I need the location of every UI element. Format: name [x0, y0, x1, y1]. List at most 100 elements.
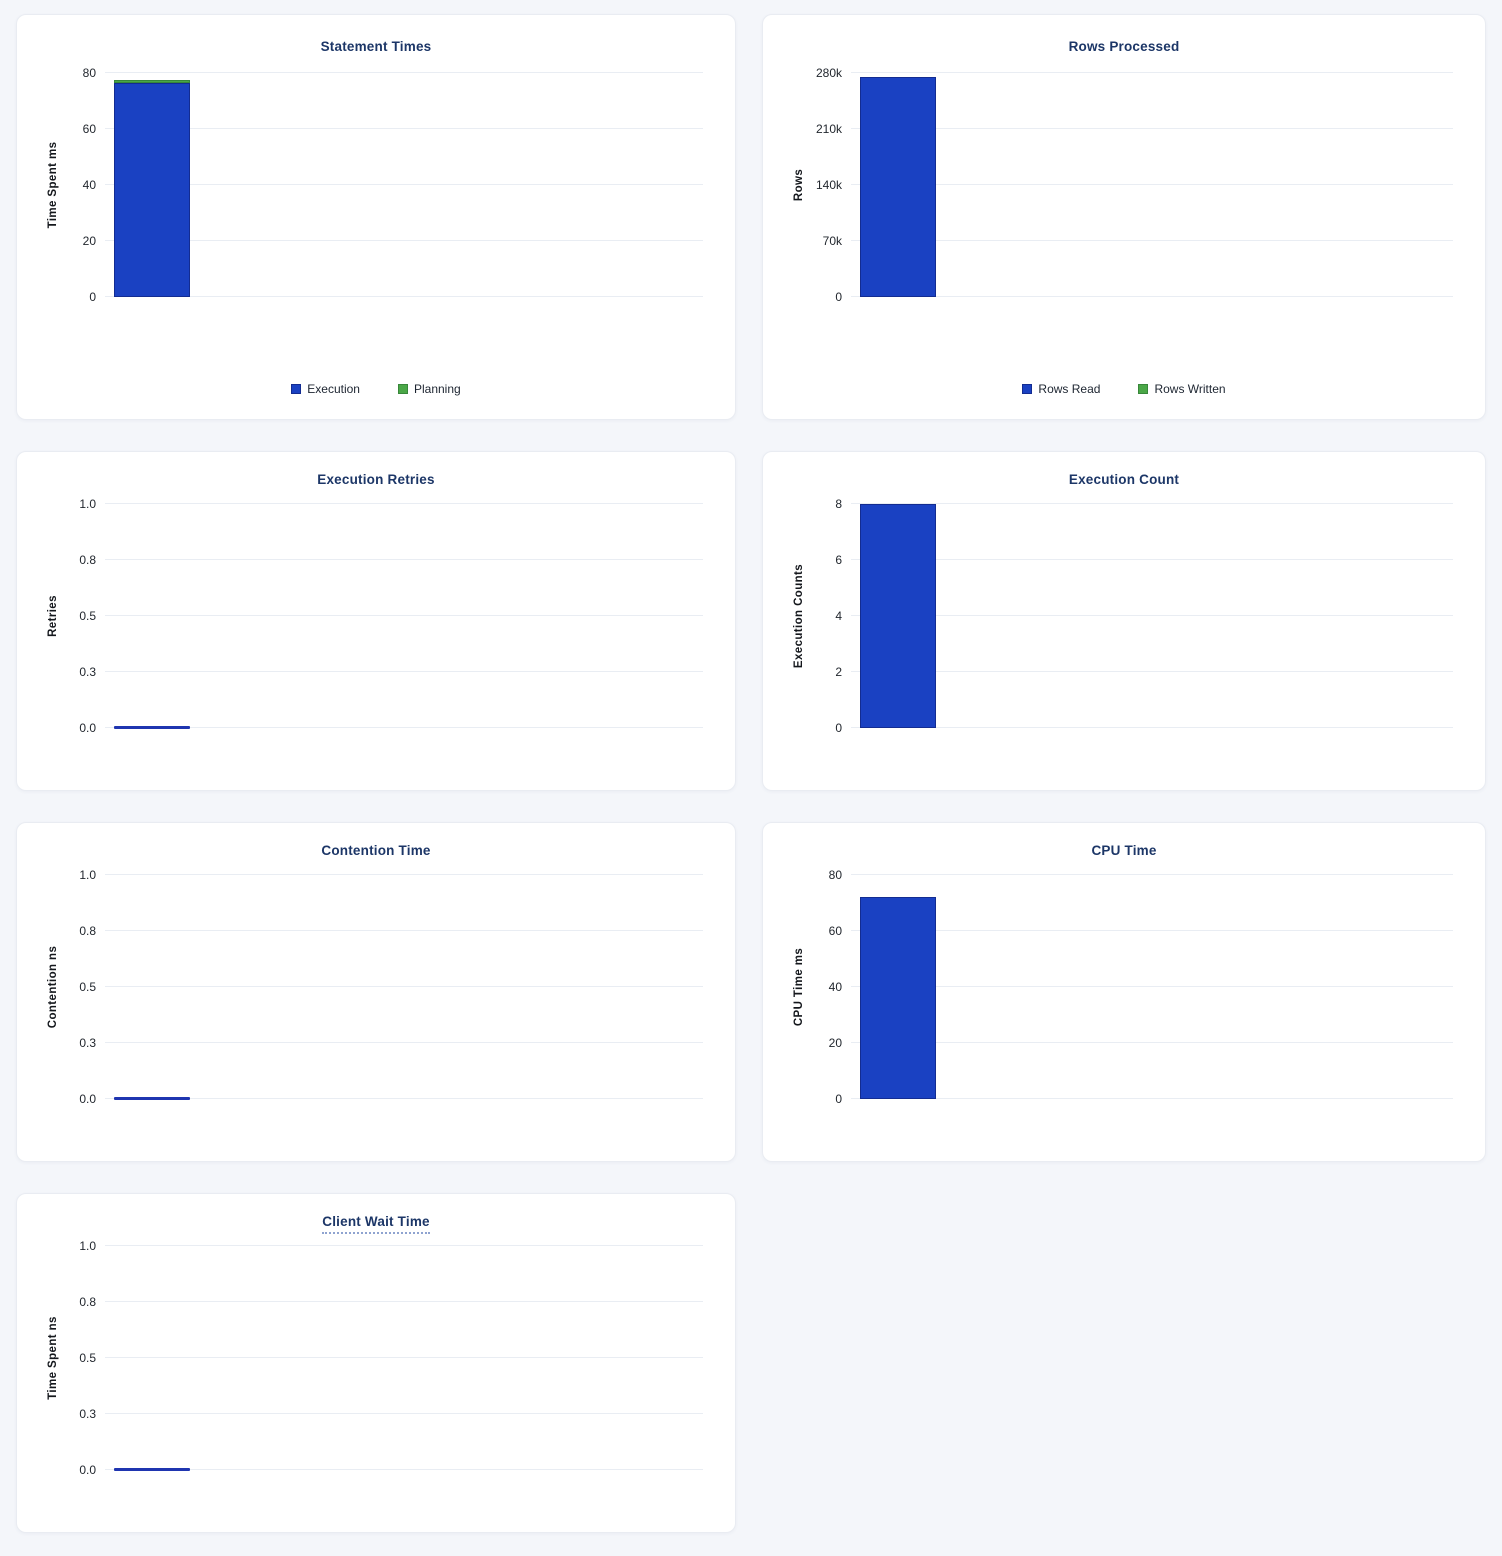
- chart-plot-area: Execution Counts 0 2 4 6 8: [793, 497, 1453, 735]
- y-tick-label: 0.8: [79, 924, 96, 938]
- bar-stack: [860, 897, 936, 1099]
- gridline: [105, 503, 703, 504]
- gridline: [105, 1042, 703, 1043]
- gridline: [851, 615, 1453, 616]
- chart-card-execution-retries: Execution Retries Retries 0.0 0.3 0.5 0.8 1.0: [16, 451, 736, 791]
- bar-stack: [114, 80, 190, 297]
- y-tick-label: 20: [828, 1036, 842, 1050]
- chart-plot-area: CPU Time ms 0 20 40 60 80: [793, 868, 1453, 1106]
- bar-segment-execution: [114, 83, 190, 297]
- chart-title-text: Statement Times: [320, 39, 432, 54]
- chart-title-statement-times: Statement Times: [17, 39, 735, 54]
- chart-plot-area: Time Spent ns 0.0 0.3 0.5 0.8 1.0: [47, 1239, 703, 1477]
- y-tick-label: 0: [835, 1092, 842, 1106]
- chart-card-cpu-time: CPU Time CPU Time ms 0 20 40 60 80: [762, 822, 1486, 1162]
- legend-swatch-icon: [1138, 384, 1149, 394]
- gridline: [851, 874, 1453, 875]
- y-tick-label: 0.3: [79, 1036, 96, 1050]
- chart-title-tooltip-trigger[interactable]: Client Wait Time: [322, 1214, 430, 1234]
- gridline: [105, 671, 703, 672]
- y-tick-label: 8: [835, 497, 842, 511]
- legend-item-planning: Planning: [397, 382, 461, 396]
- bar-segment-cpu-time: [860, 897, 936, 1099]
- legend-label: Rows Written: [1154, 382, 1226, 396]
- y-tick-label: 0.3: [79, 1407, 96, 1421]
- chart-legend: Rows Read Rows Written: [763, 383, 1485, 395]
- legend-label: Rows Read: [1038, 382, 1101, 396]
- legend-swatch-icon: [1022, 384, 1033, 394]
- legend-item-execution: Execution: [291, 383, 360, 395]
- y-tick-label: 40: [82, 178, 96, 192]
- y-tick-label: 280k: [815, 66, 842, 80]
- gridline: [851, 671, 1453, 672]
- chart-plot-area: Retries 0.0 0.3 0.5 0.8 1.0: [47, 497, 703, 735]
- y-tick-label: 2: [835, 665, 842, 679]
- gridline: [105, 1357, 703, 1358]
- y-tick-label: 0.3: [79, 665, 96, 679]
- y-tick-label: 210k: [815, 122, 842, 136]
- gridline: [851, 503, 1453, 504]
- y-tick-label: 4: [835, 609, 842, 623]
- y-tick-label: 80: [828, 868, 842, 882]
- gridline: [851, 1042, 1453, 1043]
- bar-stack: [860, 504, 936, 728]
- chart-title-contention-time: Contention Time: [17, 843, 735, 858]
- chart-title-execution-count: Execution Count: [763, 472, 1485, 487]
- gridline: [851, 930, 1453, 931]
- gridline: [851, 1098, 1453, 1099]
- y-tick-label: 0.0: [79, 721, 96, 735]
- legend-item-rows-written: Rows Written: [1138, 382, 1226, 396]
- gridline: [851, 559, 1453, 560]
- chart-legend: Execution Planning: [17, 383, 735, 395]
- gridline: [105, 240, 703, 241]
- gridline: [851, 184, 1453, 185]
- y-tick-label: 60: [82, 122, 96, 136]
- gridline: [105, 1469, 703, 1470]
- gridline: [105, 184, 703, 185]
- y-tick-label: 0.0: [79, 1463, 96, 1477]
- chart-title-cpu-time: CPU Time: [763, 843, 1485, 858]
- gridline: [851, 986, 1453, 987]
- chart-plot-area: Contention ns 0.0 0.3 0.5 0.8 1.0: [47, 868, 703, 1106]
- y-tick-label: 0.0: [79, 1092, 96, 1106]
- bar-segment-planning: [114, 80, 190, 83]
- y-tick-label: 0: [835, 721, 842, 735]
- bar-segment-execution-count: [860, 504, 936, 728]
- bar-segment-rows-read: [860, 77, 936, 297]
- y-tick-label: 40: [828, 980, 842, 994]
- legend-swatch-icon: [291, 384, 302, 394]
- bar-stack: [860, 77, 936, 297]
- legend-label: Planning: [413, 382, 461, 396]
- legend-swatch-icon: [397, 384, 408, 394]
- chart-plot-area: Rows 0 70k 140k 210k 280k: [793, 66, 1453, 304]
- chart-card-client-wait-time: Client Wait Time Time Spent ns 0.0 0.3 0.5 0.…: [16, 1193, 736, 1533]
- chart-title-client-wait-time: Client Wait Time: [17, 1214, 735, 1234]
- chart-card-statement-times: Statement Times Time Spent ms 0 20 40 60 80 Exe…: [16, 14, 736, 420]
- gridline: [105, 1413, 703, 1414]
- gridline: [105, 72, 703, 73]
- y-tick-label: 0.5: [79, 1351, 96, 1365]
- chart-title-rows-processed: Rows Processed: [763, 39, 1485, 54]
- legend-item-rows-read: Rows Read: [1022, 383, 1100, 395]
- gridline: [851, 240, 1453, 241]
- chart-card-execution-count: Execution Count Execution Counts 0 2 4 6 8: [762, 451, 1486, 791]
- gridline: [105, 1245, 703, 1246]
- chart-plot-area: Time Spent ms 0 20 40 60 80: [47, 66, 703, 304]
- zero-value-bar: [114, 1097, 190, 1100]
- chart-card-rows-processed: Rows Processed Rows 0 70k 140k 210k 280k Rows R…: [762, 14, 1486, 420]
- chart-title-text: Contention Time: [321, 843, 431, 858]
- gridline: [851, 296, 1453, 297]
- chart-card-contention-time: Contention Time Contention ns 0.0 0.3 0.5 0.8…: [16, 822, 736, 1162]
- y-tick-label: 1.0: [79, 1239, 96, 1253]
- y-tick-label: 60: [828, 924, 842, 938]
- gridline: [105, 559, 703, 560]
- y-tick-label: 0: [835, 290, 842, 304]
- gridline: [105, 615, 703, 616]
- gridline: [851, 128, 1453, 129]
- chart-title-text: Rows Processed: [1068, 39, 1180, 54]
- chart-title-text: CPU Time: [1091, 843, 1157, 858]
- y-tick-label: 20: [82, 234, 96, 248]
- y-tick-label: 6: [835, 553, 842, 567]
- y-tick-label: 1.0: [79, 868, 96, 882]
- chart-title-text: Execution Retries: [317, 472, 435, 487]
